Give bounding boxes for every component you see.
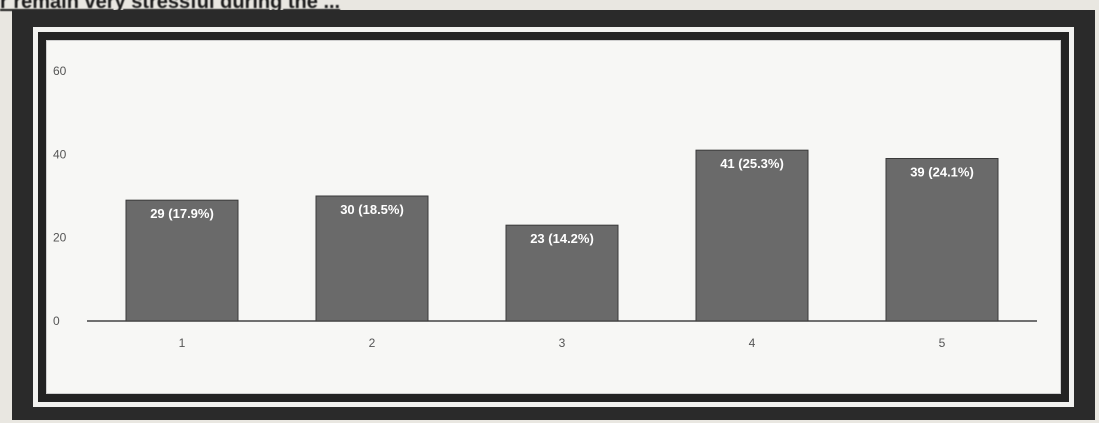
- x-tick-label: 3: [559, 336, 566, 350]
- x-tick-label: 1: [179, 336, 186, 350]
- bar-data-label: 23 (14.2%): [530, 231, 594, 246]
- bar: [695, 149, 809, 322]
- bar: [505, 224, 619, 322]
- y-tick-label: 20: [53, 231, 67, 245]
- y-tick-label: 60: [53, 64, 67, 78]
- bar-data-label: 29 (17.9%): [150, 206, 214, 221]
- y-tick-label: 40: [53, 147, 67, 161]
- bar: [885, 158, 999, 322]
- chart-border: 0 20 40 60 29 (17.9%) 1 30 (18.5%) 2 23 (14.2%) 3…: [33, 27, 1074, 407]
- bar: [125, 199, 239, 322]
- chart-frame: 0 20 40 60 29 (17.9%) 1 30 (18.5%) 2 23 (14.2%) 3…: [12, 10, 1095, 420]
- x-tick-label: 5: [939, 336, 946, 350]
- bar-data-label: 41 (25.3%): [720, 156, 784, 171]
- bar-data-label: 30 (18.5%): [340, 202, 404, 217]
- x-tick-label: 4: [749, 336, 756, 350]
- y-tick-label: 0: [53, 314, 60, 328]
- x-tick-label: 2: [369, 336, 376, 350]
- question-heading: r remain very stressful during the ...: [0, 0, 341, 13]
- chart-plot-area: 0 20 40 60 29 (17.9%) 1 30 (18.5%) 2 23 (14.2%) 3…: [46, 40, 1061, 394]
- bar-data-label: 39 (24.1%): [910, 165, 974, 180]
- bar: [315, 195, 429, 322]
- bar-chart: 0 20 40 60 29 (17.9%) 1 30 (18.5%) 2 23 (14.2%) 3…: [53, 64, 1037, 350]
